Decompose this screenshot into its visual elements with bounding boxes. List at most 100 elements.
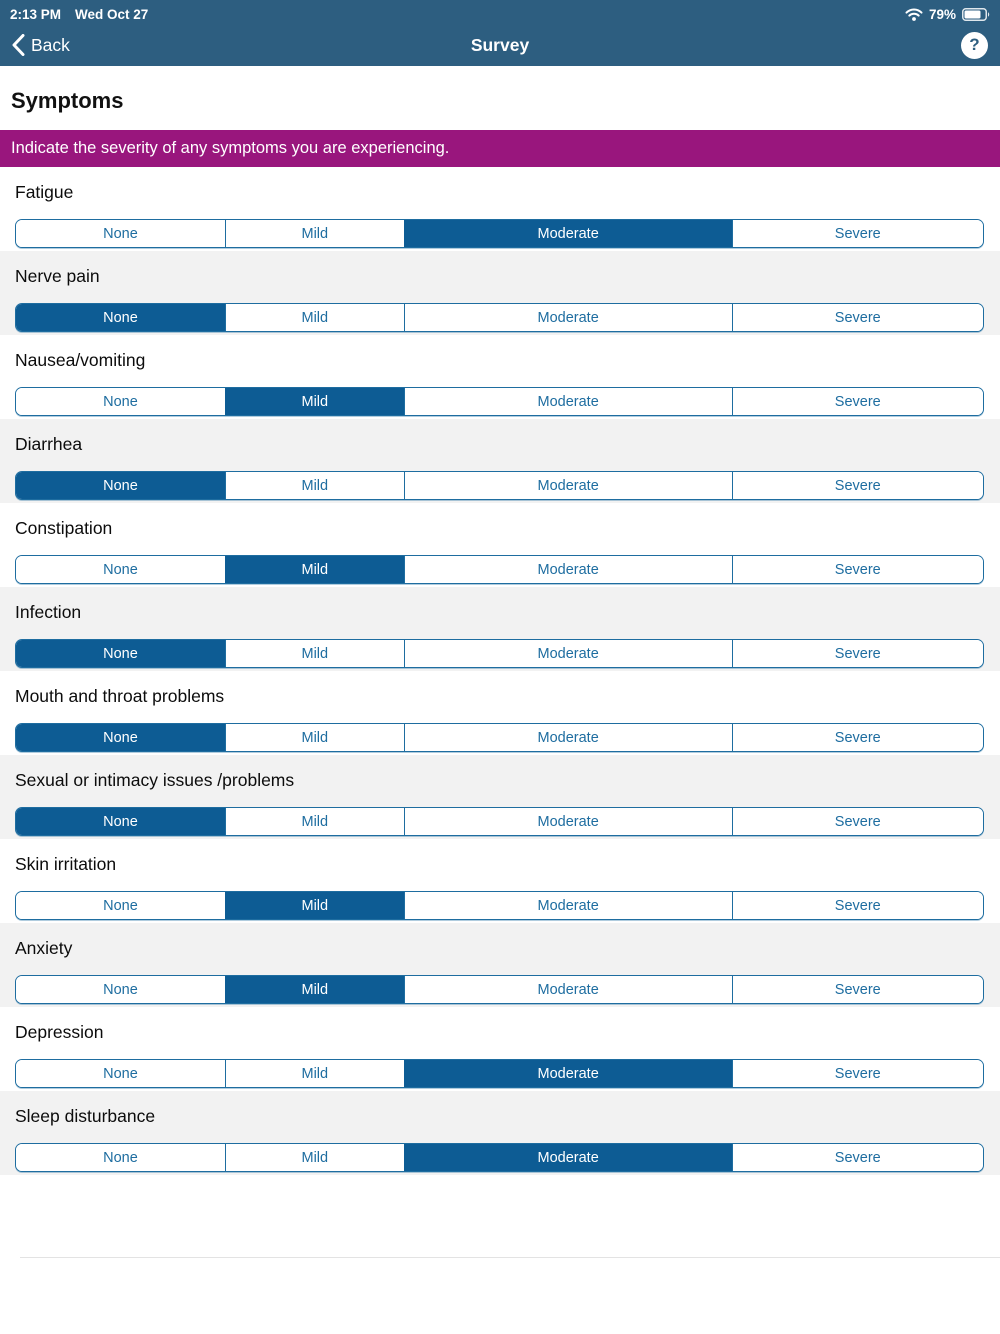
segment-mild[interactable]: Mild bbox=[224, 220, 404, 247]
symptom-label: Nerve pain bbox=[15, 266, 100, 286]
segment-mild[interactable]: Mild bbox=[224, 388, 404, 415]
segment-severe[interactable]: Severe bbox=[731, 640, 983, 667]
segment-none[interactable]: None bbox=[16, 472, 225, 499]
symptom-row: Depression None Mild Moderate Severe bbox=[0, 1007, 1000, 1091]
segment-mild[interactable]: Mild bbox=[224, 976, 404, 1003]
segment-none[interactable]: None bbox=[16, 640, 225, 667]
segment-severe[interactable]: Severe bbox=[731, 808, 983, 835]
severity-segmented-control: None Mild Moderate Severe bbox=[15, 723, 984, 752]
symptom-row: Diarrhea None Mild Moderate Severe bbox=[0, 419, 1000, 503]
severity-segmented-control: None Mild Moderate Severe bbox=[15, 555, 984, 584]
wifi-icon bbox=[905, 8, 923, 21]
symptom-row: Nerve pain None Mild Moderate Severe bbox=[0, 251, 1000, 335]
segment-moderate[interactable]: Moderate bbox=[403, 892, 732, 919]
symptom-row: Constipation None Mild Moderate Severe bbox=[0, 503, 1000, 587]
segment-moderate[interactable]: Moderate bbox=[403, 724, 732, 751]
help-button[interactable]: ? bbox=[961, 31, 988, 59]
nav-bar: Back Survey ? bbox=[0, 24, 1000, 66]
segment-none[interactable]: None bbox=[16, 304, 225, 331]
segment-mild[interactable]: Mild bbox=[224, 892, 404, 919]
segment-severe[interactable]: Severe bbox=[731, 304, 983, 331]
segment-mild[interactable]: Mild bbox=[224, 640, 404, 667]
back-button[interactable]: Back bbox=[12, 34, 70, 56]
battery-icon bbox=[962, 7, 990, 21]
segment-none[interactable]: None bbox=[16, 556, 225, 583]
back-button-label: Back bbox=[31, 34, 70, 55]
segment-moderate[interactable]: Moderate bbox=[403, 640, 732, 667]
segment-moderate[interactable]: Moderate bbox=[403, 304, 732, 331]
symptom-label: Infection bbox=[15, 602, 82, 622]
severity-segmented-control: None Mild Moderate Severe bbox=[15, 639, 984, 668]
symptom-label: Depression bbox=[15, 1022, 104, 1042]
severity-segmented-control: None Mild Moderate Severe bbox=[15, 219, 984, 248]
segment-severe[interactable]: Severe bbox=[731, 892, 983, 919]
segment-mild[interactable]: Mild bbox=[224, 724, 404, 751]
status-time: 2:13 PM bbox=[10, 6, 62, 22]
segment-mild[interactable]: Mild bbox=[224, 304, 404, 331]
segment-severe[interactable]: Severe bbox=[731, 1144, 983, 1171]
symptom-label: Sexual or intimacy issues /problems bbox=[15, 770, 295, 790]
severity-segmented-control: None Mild Moderate Severe bbox=[15, 1143, 984, 1172]
segment-none[interactable]: None bbox=[16, 1144, 225, 1171]
segment-severe[interactable]: Severe bbox=[731, 976, 983, 1003]
footer-divider bbox=[20, 1257, 1000, 1258]
segment-moderate[interactable]: Moderate bbox=[403, 556, 732, 583]
symptom-label: Anxiety bbox=[15, 938, 73, 958]
question-mark-icon: ? bbox=[969, 35, 980, 54]
status-bar: 2:13 PM Wed Oct 27 79% bbox=[0, 0, 1000, 24]
segment-none[interactable]: None bbox=[16, 220, 225, 247]
symptom-label: Fatigue bbox=[15, 182, 74, 202]
instruction-banner: Indicate the severity of any symptoms yo… bbox=[0, 130, 1000, 167]
segment-severe[interactable]: Severe bbox=[731, 724, 983, 751]
severity-segmented-control: None Mild Moderate Severe bbox=[15, 891, 984, 920]
segment-mild[interactable]: Mild bbox=[224, 1060, 404, 1087]
segment-none[interactable]: None bbox=[16, 892, 225, 919]
segment-severe[interactable]: Severe bbox=[731, 556, 983, 583]
symptom-row: Mouth and throat problems None Mild Modera… bbox=[0, 671, 1000, 755]
symptom-row: Fatigue None Mild Moderate Severe bbox=[0, 167, 1000, 251]
symptom-label: Sleep disturbance bbox=[15, 1106, 156, 1126]
segment-moderate[interactable]: Moderate bbox=[403, 1144, 732, 1171]
segment-mild[interactable]: Mild bbox=[224, 556, 404, 583]
segment-none[interactable]: None bbox=[16, 1060, 225, 1087]
segment-moderate[interactable]: Moderate bbox=[403, 388, 732, 415]
instruction-banner-text: Indicate the severity of any symptoms yo… bbox=[11, 139, 450, 157]
segment-mild[interactable]: Mild bbox=[224, 472, 404, 499]
battery-percent: 79% bbox=[928, 6, 956, 22]
segment-mild[interactable]: Mild bbox=[224, 808, 404, 835]
symptom-label: Mouth and throat problems bbox=[15, 686, 225, 706]
severity-segmented-control: None Mild Moderate Severe bbox=[15, 807, 984, 836]
symptom-row: Sexual or intimacy issues /problems None… bbox=[0, 755, 1000, 839]
symptom-label: Nausea/vomiting bbox=[15, 350, 146, 370]
symptom-row: Skin irritation None Mild Moderate Severe bbox=[0, 839, 1000, 923]
segment-none[interactable]: None bbox=[16, 808, 225, 835]
segment-none[interactable]: None bbox=[16, 724, 225, 751]
segment-none[interactable]: None bbox=[16, 976, 225, 1003]
segment-severe[interactable]: Severe bbox=[731, 220, 983, 247]
segment-mild[interactable]: Mild bbox=[224, 1144, 404, 1171]
section-heading: Symptoms bbox=[11, 88, 124, 113]
symptom-row: Anxiety None Mild Moderate Severe bbox=[0, 923, 1000, 1007]
segment-moderate[interactable]: Moderate bbox=[403, 220, 732, 247]
segment-moderate[interactable]: Moderate bbox=[403, 976, 732, 1003]
back-chevron-icon bbox=[12, 34, 25, 56]
symptom-row: Nausea/vomiting None Mild Moderate Severe bbox=[0, 335, 1000, 419]
symptom-row: Sleep disturbance None Mild Moderate Severe bbox=[0, 1091, 1000, 1175]
segment-severe[interactable]: Severe bbox=[731, 472, 983, 499]
status-date: Wed Oct 27 bbox=[75, 6, 149, 22]
segment-moderate[interactable]: Moderate bbox=[403, 472, 732, 499]
segment-severe[interactable]: Severe bbox=[731, 1060, 983, 1087]
segment-moderate[interactable]: Moderate bbox=[403, 1060, 732, 1087]
symptom-row: Infection None Mild Moderate Severe bbox=[0, 587, 1000, 671]
footer-area bbox=[0, 1257, 1000, 1334]
severity-segmented-control: None Mild Moderate Severe bbox=[15, 387, 984, 416]
symptom-label: Diarrhea bbox=[15, 434, 83, 454]
segment-moderate[interactable]: Moderate bbox=[403, 808, 732, 835]
section-heading-wrap: Symptoms bbox=[0, 66, 1000, 130]
segment-none[interactable]: None bbox=[16, 388, 225, 415]
symptom-label: Constipation bbox=[15, 518, 113, 538]
severity-segmented-control: None Mild Moderate Severe bbox=[15, 975, 984, 1004]
segment-severe[interactable]: Severe bbox=[731, 388, 983, 415]
symptom-list: Fatigue None Mild Moderate Severe Nerve pai… bbox=[0, 167, 1000, 1175]
severity-segmented-control: None Mild Moderate Severe bbox=[15, 1059, 984, 1088]
